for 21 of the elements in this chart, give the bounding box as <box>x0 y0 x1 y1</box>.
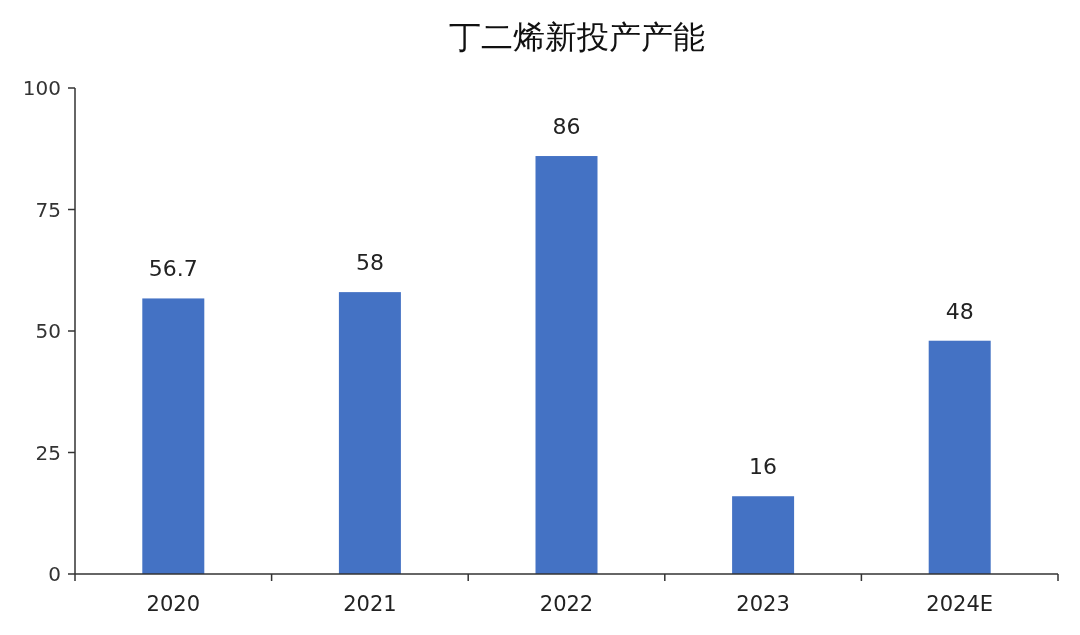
y-tick-label: 25 <box>35 440 61 465</box>
x-tick-label: 2022 <box>539 592 594 616</box>
x-tick-label: 2024E <box>926 592 994 616</box>
data-label: 56.7 <box>148 256 198 282</box>
x-tick-label: 2023 <box>736 592 790 616</box>
y-tick-label: 0 <box>48 562 61 586</box>
data-label: 86 <box>552 114 581 140</box>
y-tick-label: 50 <box>35 319 61 343</box>
data-label: 58 <box>355 250 384 276</box>
bar <box>928 340 991 574</box>
data-label: 48 <box>945 298 974 324</box>
chart-title: 丁二烯新投产产能 <box>448 18 705 56</box>
bar <box>142 298 205 574</box>
y-tick-label: 100 <box>22 76 61 100</box>
bar <box>338 292 401 574</box>
x-tick-label: 2020 <box>146 592 201 616</box>
bar <box>732 496 795 574</box>
y-tick-label: 75 <box>35 197 61 222</box>
data-label: 16 <box>749 454 778 480</box>
x-tick-label: 2021 <box>343 592 397 616</box>
bar <box>535 156 598 574</box>
